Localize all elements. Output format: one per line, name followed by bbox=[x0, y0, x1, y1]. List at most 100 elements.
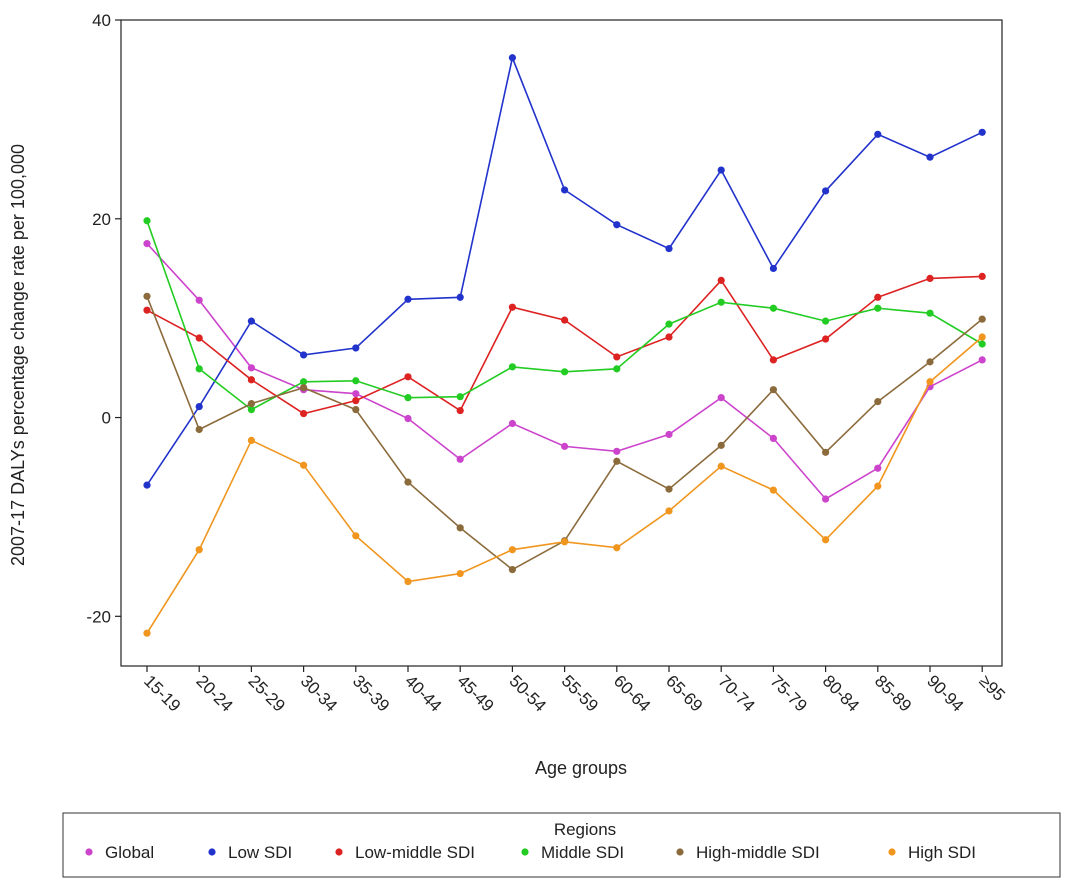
legend-label-high-sdi: High SDI bbox=[908, 843, 976, 862]
data-point-high-middle-sdi bbox=[717, 441, 725, 449]
data-point-high-sdi bbox=[665, 507, 673, 515]
x-tick-label: 50-54 bbox=[506, 671, 550, 715]
data-point-global bbox=[874, 464, 882, 472]
data-point-high-middle-sdi bbox=[822, 448, 830, 456]
data-point-low-middle-sdi bbox=[613, 353, 621, 361]
data-point-high-middle-sdi bbox=[978, 315, 986, 323]
data-point-low-middle-sdi bbox=[978, 272, 986, 281]
data-point-low-sdi bbox=[926, 153, 934, 161]
data-point-high-middle-sdi bbox=[874, 398, 882, 406]
data-point-middle-sdi bbox=[978, 340, 986, 348]
data-point-global bbox=[404, 414, 412, 423]
y-tick-label: 40 bbox=[92, 11, 111, 30]
legend-marker-global bbox=[85, 848, 93, 856]
legend-label-high-middle-sdi: High-middle SDI bbox=[696, 843, 820, 862]
data-point-low-sdi bbox=[874, 130, 882, 138]
data-point-low-sdi bbox=[195, 403, 203, 411]
x-tick-label: 90-94 bbox=[923, 671, 967, 715]
data-point-low-sdi bbox=[717, 166, 725, 174]
y-tick-label: 0 bbox=[102, 409, 111, 428]
legend-item-global: Global bbox=[85, 843, 154, 862]
x-tick-label: 55-59 bbox=[558, 671, 602, 715]
data-point-middle-sdi bbox=[717, 298, 725, 306]
legend: Regions Global Low SDI Low-middle SDI Middl… bbox=[62, 812, 1061, 878]
data-point-middle-sdi bbox=[769, 304, 778, 312]
data-point-high-sdi bbox=[456, 569, 464, 578]
data-point-high-sdi bbox=[769, 486, 778, 494]
data-point-global bbox=[822, 495, 830, 503]
series-low-sdi bbox=[143, 54, 986, 489]
x-tick-label: 40-44 bbox=[401, 671, 445, 715]
data-point-low-middle-sdi bbox=[717, 276, 725, 284]
series-line-middle-sdi bbox=[146, 220, 983, 411]
data-point-high-middle-sdi bbox=[508, 565, 516, 574]
x-tick-label: 35-39 bbox=[349, 671, 393, 715]
data-point-low-sdi bbox=[143, 481, 151, 489]
data-point-low-middle-sdi bbox=[874, 293, 882, 301]
data-point-middle-sdi bbox=[665, 320, 673, 328]
data-point-high-middle-sdi bbox=[300, 384, 308, 392]
data-point-middle-sdi bbox=[143, 217, 151, 225]
series-line-high-sdi bbox=[146, 336, 983, 634]
data-point-global bbox=[561, 442, 569, 450]
data-point-global bbox=[769, 434, 778, 443]
data-point-global bbox=[717, 394, 725, 402]
data-point-global bbox=[665, 430, 673, 439]
legend-item-middle-sdi: Middle SDI bbox=[521, 843, 624, 862]
data-point-global bbox=[352, 390, 360, 398]
data-point-low-sdi bbox=[456, 293, 464, 301]
data-point-middle-sdi bbox=[456, 393, 464, 401]
data-point-middle-sdi bbox=[352, 377, 360, 385]
data-point-high-middle-sdi bbox=[352, 405, 360, 414]
data-point-low-sdi bbox=[561, 186, 569, 194]
data-point-high-sdi bbox=[352, 532, 360, 540]
data-point-middle-sdi bbox=[613, 365, 621, 373]
data-point-high-sdi bbox=[508, 546, 516, 554]
data-point-low-middle-sdi bbox=[769, 356, 778, 364]
data-point-low-sdi bbox=[508, 54, 516, 62]
x-tick-label: 45-49 bbox=[453, 671, 497, 715]
data-point-high-sdi bbox=[874, 482, 882, 490]
data-point-high-sdi bbox=[143, 629, 151, 637]
data-point-low-sdi bbox=[769, 264, 778, 273]
data-point-low-middle-sdi bbox=[508, 303, 516, 311]
legend-marker-high-middle-sdi bbox=[676, 848, 684, 856]
data-point-high-middle-sdi bbox=[404, 478, 412, 486]
legend-item-high-sdi: High SDI bbox=[888, 843, 976, 862]
x-tick-label: 75-79 bbox=[767, 671, 811, 715]
x-tick-label: 85-89 bbox=[871, 671, 915, 715]
data-point-middle-sdi bbox=[926, 309, 934, 317]
data-point-high-sdi bbox=[300, 461, 308, 469]
data-point-middle-sdi bbox=[822, 317, 830, 325]
x-axis-title: Age groups bbox=[535, 758, 627, 778]
data-point-global bbox=[456, 455, 464, 463]
legend-label-middle-sdi: Middle SDI bbox=[541, 843, 624, 862]
data-point-high-middle-sdi bbox=[769, 386, 778, 394]
data-point-low-sdi bbox=[978, 128, 986, 136]
data-point-middle-sdi bbox=[247, 405, 255, 414]
y-axis-title: 2007-17 DALYs percentage change rate per… bbox=[8, 144, 28, 566]
data-point-middle-sdi bbox=[561, 368, 569, 376]
data-point-global bbox=[143, 240, 151, 248]
legend-item-low-middle-sdi: Low-middle SDI bbox=[335, 843, 475, 862]
x-tick-label: 25-29 bbox=[245, 671, 289, 715]
y-tick-label: -20 bbox=[86, 607, 111, 626]
data-point-low-middle-sdi bbox=[300, 409, 308, 418]
data-point-low-middle-sdi bbox=[404, 373, 412, 381]
data-point-high-middle-sdi bbox=[456, 524, 464, 532]
series-low-middle-sdi bbox=[143, 272, 986, 418]
series-high-middle-sdi bbox=[143, 292, 986, 574]
data-point-low-sdi bbox=[247, 317, 255, 325]
x-tick-label: 70-74 bbox=[714, 671, 758, 715]
series-middle-sdi bbox=[143, 217, 986, 414]
y-tick-label: 20 bbox=[92, 210, 111, 229]
data-point-low-sdi bbox=[404, 295, 412, 303]
data-point-low-middle-sdi bbox=[352, 397, 360, 405]
data-point-global bbox=[247, 364, 255, 372]
x-tick-label: ≥95 bbox=[975, 671, 1008, 704]
data-point-middle-sdi bbox=[300, 378, 308, 386]
data-point-low-middle-sdi bbox=[247, 376, 255, 384]
legend-item-high-middle-sdi: High-middle SDI bbox=[676, 843, 820, 862]
data-point-low-sdi bbox=[822, 187, 830, 195]
